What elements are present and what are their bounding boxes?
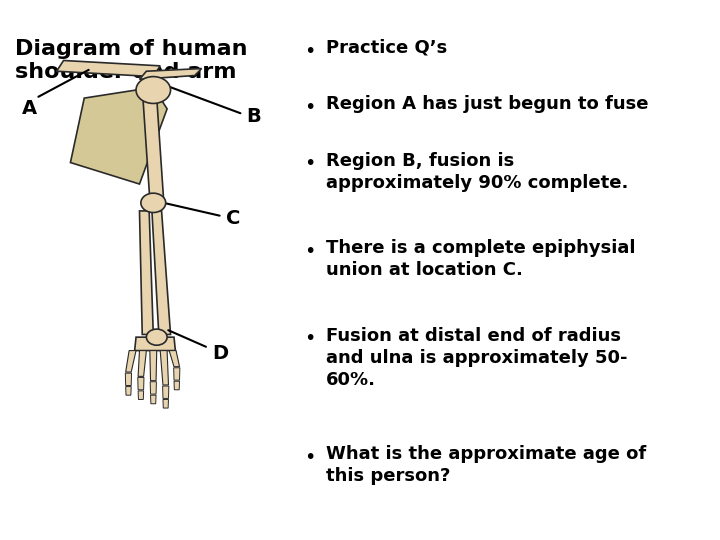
Polygon shape: [140, 69, 202, 79]
Text: •: •: [304, 98, 315, 117]
Circle shape: [146, 329, 167, 345]
Polygon shape: [150, 350, 157, 381]
Polygon shape: [138, 391, 143, 400]
Text: D: D: [212, 344, 228, 363]
Text: Fusion at distal end of radius
and ulna is approximately 50-
60%.: Fusion at distal end of radius and ulna …: [326, 327, 627, 389]
Polygon shape: [150, 382, 156, 394]
Text: Region A has just begun to fuse: Region A has just begun to fuse: [326, 96, 649, 113]
Polygon shape: [143, 98, 163, 200]
Text: What is the approximate age of
this person?: What is the approximate age of this pers…: [326, 445, 646, 485]
Polygon shape: [138, 350, 146, 376]
Text: •: •: [304, 42, 315, 60]
Polygon shape: [174, 381, 179, 390]
Polygon shape: [160, 350, 168, 385]
Circle shape: [141, 193, 166, 213]
Polygon shape: [169, 350, 179, 367]
Text: There is a complete epiphysial
union at location C.: There is a complete epiphysial union at …: [326, 239, 636, 279]
Text: •: •: [304, 448, 315, 467]
Polygon shape: [125, 373, 132, 386]
Text: Practice Q’s: Practice Q’s: [326, 39, 447, 57]
Polygon shape: [57, 60, 160, 77]
Polygon shape: [135, 337, 176, 350]
Text: Diagram of human
shoulder and arm: Diagram of human shoulder and arm: [15, 39, 248, 82]
Text: B: B: [246, 107, 261, 126]
Text: •: •: [304, 329, 315, 348]
Text: Region B, fusion is
approximately 90% complete.: Region B, fusion is approximately 90% co…: [326, 152, 629, 192]
Text: •: •: [304, 242, 315, 261]
Polygon shape: [140, 211, 153, 334]
Polygon shape: [152, 211, 171, 334]
Polygon shape: [126, 350, 136, 372]
Circle shape: [136, 77, 171, 104]
Polygon shape: [138, 377, 144, 390]
Text: C: C: [226, 210, 240, 228]
Polygon shape: [163, 400, 168, 408]
Text: A: A: [22, 99, 37, 118]
Polygon shape: [71, 87, 167, 184]
Polygon shape: [150, 395, 156, 404]
Polygon shape: [163, 386, 168, 399]
Polygon shape: [174, 368, 180, 380]
Text: •: •: [304, 154, 315, 173]
Polygon shape: [126, 387, 131, 395]
